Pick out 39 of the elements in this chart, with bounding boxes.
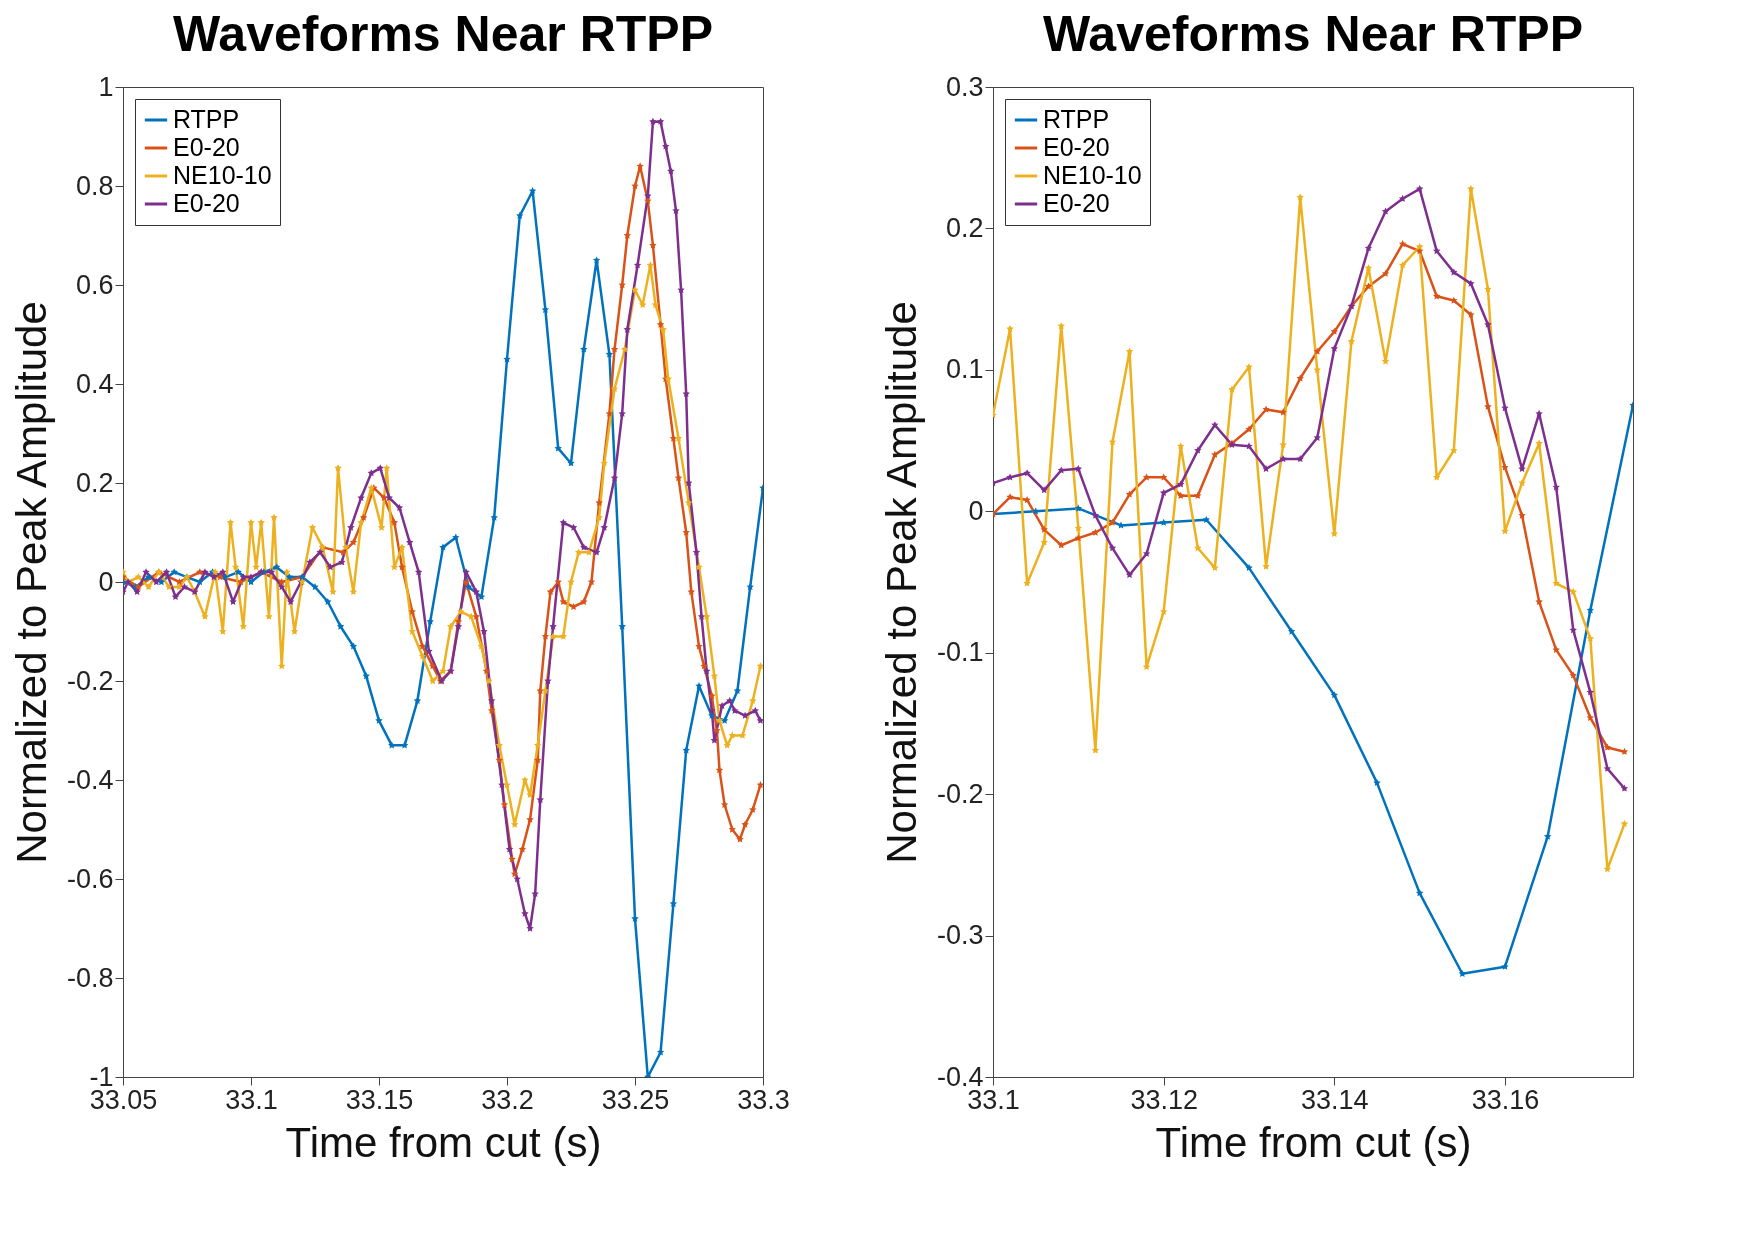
legend-label: NE10-10	[1043, 161, 1142, 189]
y-tick-label: -0.4	[66, 764, 114, 795]
y-tick-label: -0.6	[66, 863, 114, 894]
x-tick-label: 33.16	[1471, 1084, 1540, 1115]
x-axis-title: Time from cut (s)	[285, 1118, 602, 1166]
chart-title: Waveforms Near RTPP	[1043, 6, 1583, 62]
legend-label: NE10-10	[173, 161, 272, 189]
legend-label: E0-20	[1043, 133, 1110, 161]
x-tick-label: 33.15	[345, 1084, 414, 1115]
y-tick-label: -0.2	[66, 665, 114, 696]
x-tick-label: 33.3	[737, 1084, 790, 1115]
x-tick-label: 33.14	[1301, 1084, 1369, 1115]
y-tick-label: 0.6	[75, 269, 114, 300]
x-tick-label: 33.25	[601, 1084, 670, 1115]
legend-label: RTPP	[173, 105, 240, 133]
y-tick-label: 0.8	[75, 170, 114, 201]
y-tick-label: 0	[968, 495, 984, 526]
y-tick-label: 1	[98, 71, 114, 102]
x-tick-label: 33.2	[481, 1084, 534, 1115]
y-tick-label: 0.2	[945, 212, 984, 243]
legend-label: E0-20	[1043, 189, 1110, 217]
y-tick-label: 0.1	[945, 354, 984, 385]
legend-label: E0-20	[173, 189, 240, 217]
x-tick-label: 33.1	[225, 1084, 278, 1115]
y-tick-label: 0.2	[75, 467, 114, 498]
y-axis-title: Normalized to Peak Amplitude	[877, 301, 925, 864]
y-tick-label: 0.4	[75, 368, 114, 399]
legend-label: RTPP	[1043, 105, 1110, 133]
x-tick-label: 33.12	[1130, 1084, 1198, 1115]
y-tick-label: 0	[98, 566, 114, 597]
y-tick-label: -0.3	[936, 920, 984, 951]
chart-title: Waveforms Near RTPP	[173, 6, 713, 62]
legend-label: E0-20	[173, 133, 240, 161]
y-axis-title: Normalized to Peak Amplitude	[7, 301, 55, 864]
x-axis-title: Time from cut (s)	[1155, 1118, 1472, 1166]
y-tick-label: -0.2	[936, 778, 984, 809]
y-tick-label: -0.1	[936, 637, 984, 668]
y-tick-label: -0.8	[66, 962, 114, 993]
y-tick-label: 0.3	[945, 71, 984, 102]
